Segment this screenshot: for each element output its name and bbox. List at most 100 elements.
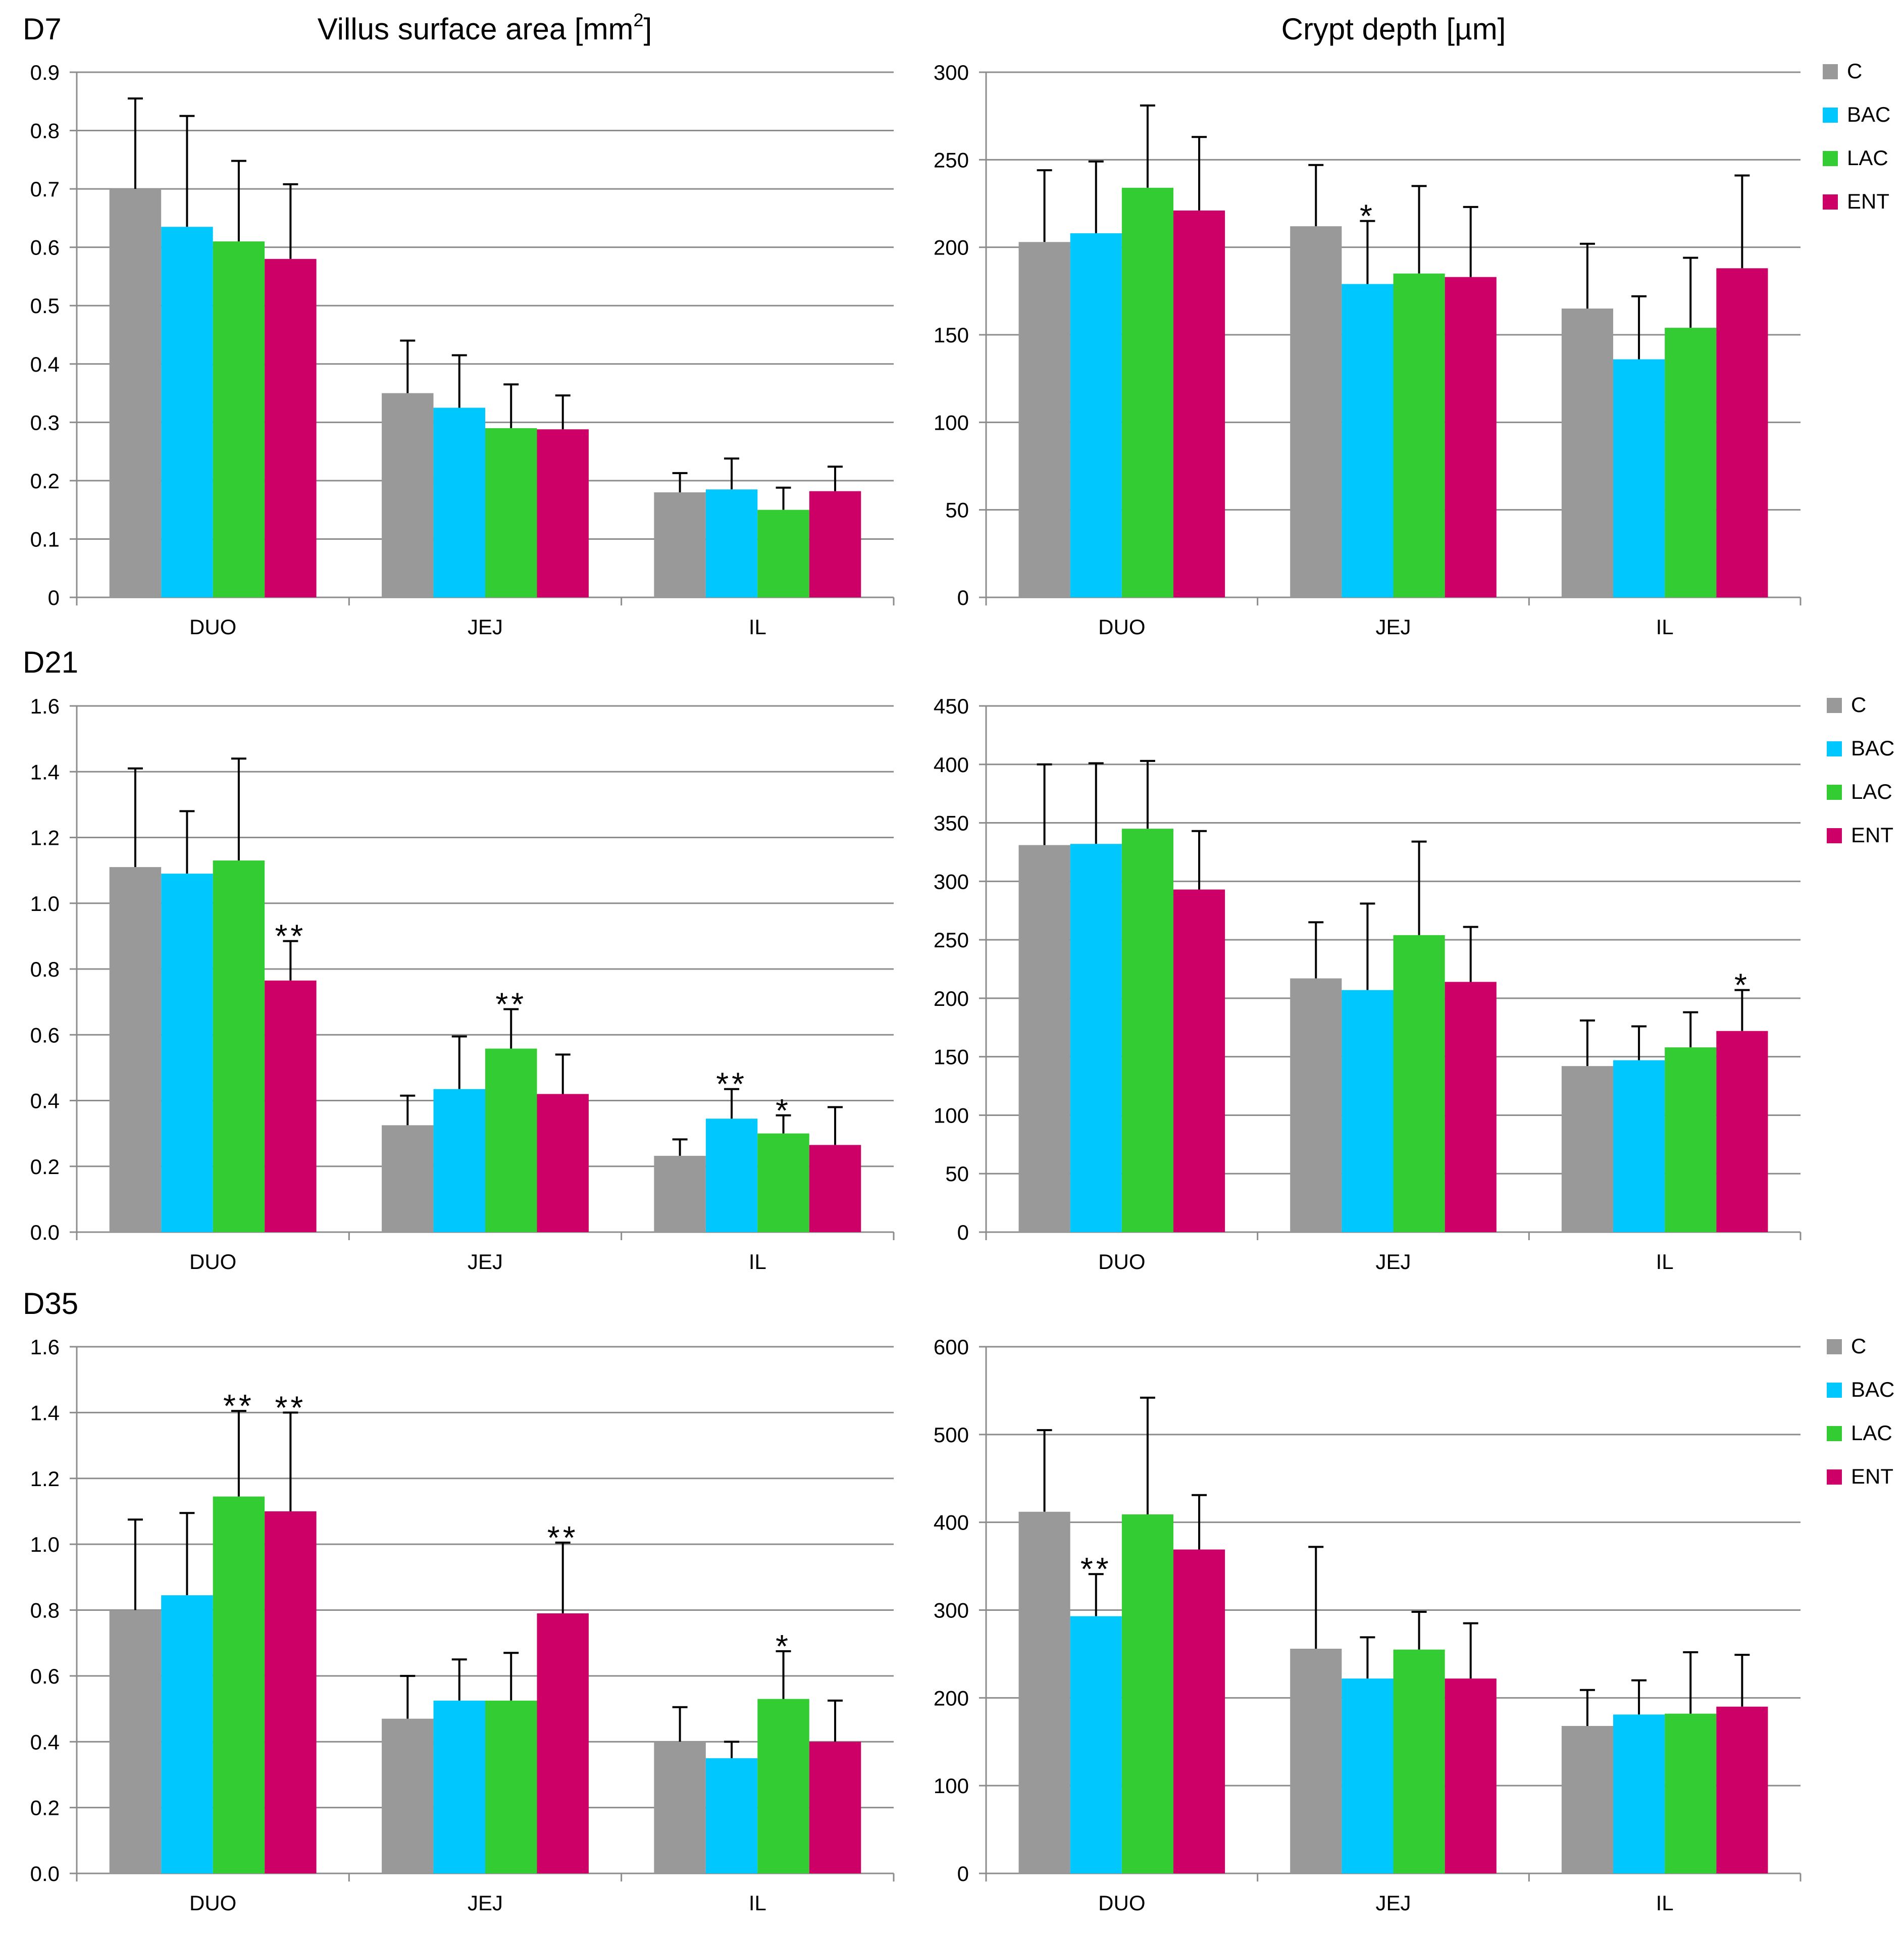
bar-ent-jej (1445, 277, 1497, 597)
panel-D35-crypt: 0 100 200 300 400 500 600 DUO ** JEJ IL C BAC LAC ENT (934, 1334, 1894, 1915)
bar-c-il (654, 1155, 706, 1232)
bar-bac-duo (161, 227, 213, 597)
legend-swatch-lac (1827, 785, 1842, 800)
row-label-d7: D7 (23, 12, 62, 46)
x-tick-label: JEJ (1375, 1250, 1411, 1274)
legend-label-bac: BAC (1851, 1378, 1894, 1401)
x-tick-label: DUO (189, 1250, 236, 1274)
y-tick-label: 150 (934, 323, 969, 347)
bar-bac-jej (433, 1700, 485, 1873)
x-tick-label: IL (1656, 1891, 1674, 1915)
x-tick-label: JEJ (468, 615, 503, 639)
bar-c-jej (382, 393, 434, 597)
x-tick-label: DUO (1098, 1891, 1145, 1915)
y-tick-label: 1.0 (30, 1533, 60, 1556)
y-tick-label: 500 (934, 1423, 969, 1447)
bar-bac-il (1613, 1714, 1665, 1873)
bar-bac-jej (433, 408, 485, 597)
bar-lac-jej (1393, 1649, 1445, 1873)
bar-bac-jej (1342, 1678, 1394, 1873)
significance-marker: * (1360, 198, 1375, 234)
bar-lac-il (757, 1699, 809, 1873)
y-tick-label: 0.2 (30, 1796, 60, 1820)
y-tick-label: 200 (934, 987, 969, 1010)
bar-c-jej (382, 1718, 434, 1873)
bar-ent-jej (1445, 982, 1497, 1232)
bar-ent-duo (1173, 1549, 1225, 1873)
legend-swatch-ent (1823, 194, 1838, 210)
bar-lac-duo (213, 241, 265, 598)
significance-marker: ** (1080, 1551, 1112, 1587)
legend-label-ent: ENT (1847, 189, 1889, 213)
y-tick-label: 0.0 (30, 1220, 60, 1244)
legend-label-bac: BAC (1847, 103, 1890, 126)
y-tick-label: 0.4 (30, 352, 60, 376)
y-tick-label: 400 (934, 753, 969, 777)
bar-bac-duo (161, 874, 213, 1232)
legend-swatch-c (1823, 64, 1838, 79)
y-tick-label: 0.0 (30, 1862, 60, 1886)
y-tick-label: 1.2 (30, 826, 60, 850)
y-tick-label: 400 (934, 1511, 969, 1535)
bar-c-duo (1018, 845, 1070, 1232)
bar-ent-duo (265, 1511, 317, 1873)
y-tick-label: 300 (934, 61, 969, 84)
y-tick-label: 1.6 (30, 694, 60, 718)
bar-c-duo (109, 867, 162, 1232)
significance-marker: * (776, 1628, 791, 1664)
x-tick-label: DUO (189, 1891, 236, 1915)
bar-c-jej (1290, 226, 1342, 598)
y-tick-label: 100 (934, 411, 969, 434)
bar-lac-jej (485, 428, 537, 597)
bar-c-il (1561, 1066, 1614, 1232)
legend: C BAC LAC ENT (1827, 1334, 1894, 1488)
bar-ent-jej (1445, 1678, 1497, 1873)
y-tick-label: 600 (934, 1335, 969, 1359)
bar-lac-jej (485, 1048, 537, 1232)
y-tick-label: 1.4 (30, 1401, 60, 1425)
significance-marker: ** (223, 1388, 254, 1424)
column-title-villus: Villus surface area [mm2] (318, 10, 652, 46)
bar-c-il (654, 1742, 706, 1873)
legend-swatch-bac (1827, 1383, 1842, 1398)
legend-swatch-ent (1827, 1469, 1842, 1485)
bar-c-il (1561, 309, 1614, 597)
legend-swatch-ent (1827, 828, 1842, 843)
y-tick-label: 1.4 (30, 760, 60, 784)
bar-c-duo (1018, 1511, 1070, 1873)
bar-bac-il (1613, 1060, 1665, 1232)
y-tick-label: 0 (957, 1862, 969, 1886)
legend-label-ent: ENT (1851, 823, 1893, 847)
bar-c-duo (109, 189, 162, 598)
bar-c-il (1561, 1725, 1614, 1873)
legend-label-lac: LAC (1851, 1421, 1892, 1445)
x-tick-label: DUO (1098, 615, 1145, 639)
x-tick-label: DUO (1098, 1250, 1145, 1274)
bar-bac-il (1613, 359, 1665, 597)
bar-lac-il (1665, 1047, 1717, 1232)
row-label-d35: D35 (23, 1287, 78, 1320)
bar-bac-jej (1342, 284, 1394, 597)
y-tick-label: 0 (48, 586, 60, 609)
legend-label-bac: BAC (1851, 736, 1894, 760)
y-tick-label: 0.8 (30, 1599, 60, 1622)
significance-marker: ** (275, 918, 306, 954)
y-tick-label: 300 (934, 870, 969, 893)
bar-lac-duo (1121, 187, 1173, 597)
y-tick-label: 350 (934, 811, 969, 835)
y-tick-label: 250 (934, 148, 969, 172)
y-tick-label: 50 (945, 1162, 969, 1186)
y-tick-label: 200 (934, 1686, 969, 1710)
bar-bac-il (705, 1118, 758, 1232)
bar-bac-il (705, 1758, 758, 1873)
y-tick-label: 0.4 (30, 1730, 60, 1754)
bar-ent-duo (1173, 889, 1225, 1232)
y-tick-label: 100 (934, 1774, 969, 1798)
bar-c-jej (1290, 978, 1342, 1232)
bar-ent-il (1716, 268, 1768, 597)
y-tick-label: 0 (957, 586, 969, 609)
legend-label-lac: LAC (1851, 780, 1892, 803)
x-tick-label: JEJ (1375, 1891, 1411, 1915)
bar-c-jej (1290, 1648, 1342, 1873)
